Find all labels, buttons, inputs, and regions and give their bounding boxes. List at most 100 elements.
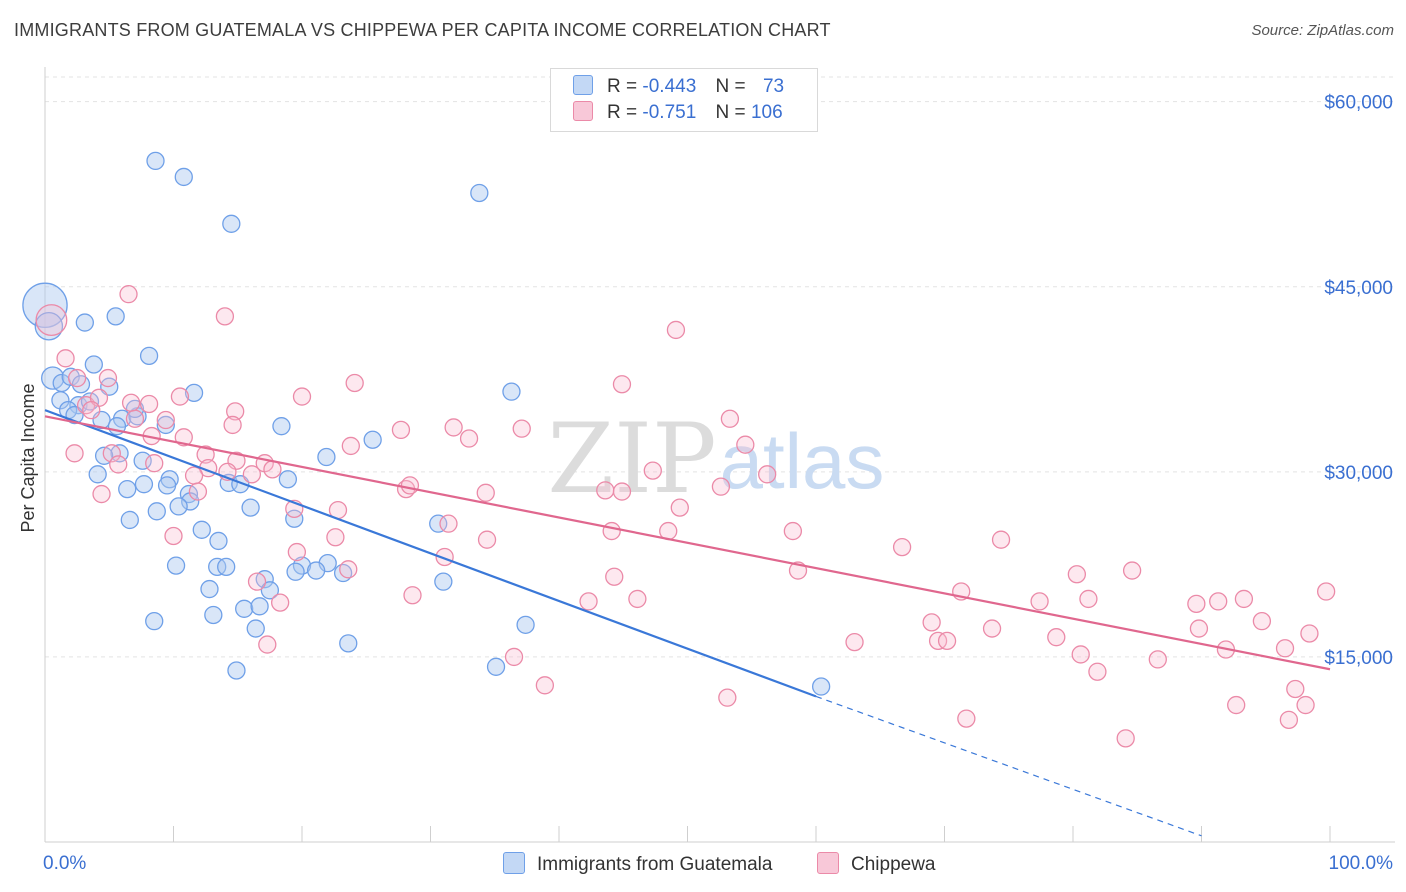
guatemala-point [811, 677, 831, 696]
chippewa-point [1148, 650, 1167, 669]
legend-row-chippewa: R = -0.751 N = 106 [573, 101, 783, 125]
chippewa-point [1088, 662, 1107, 681]
chippewa-point [605, 567, 624, 586]
watermark: ZIP atlas [547, 403, 884, 515]
chippewa-point [271, 593, 290, 612]
chippewa-point [345, 373, 364, 393]
chippewa-point [56, 349, 75, 368]
chippewa-point [937, 631, 957, 651]
chippewa-point [196, 445, 215, 464]
y-tick-label: $15,000 [1324, 648, 1393, 669]
guatemala-point [200, 579, 219, 599]
chippewa-point [156, 410, 175, 430]
legend-r-label: R = [607, 102, 638, 123]
watermark-atlas: atlas [720, 417, 885, 505]
guatemala-point [41, 366, 65, 390]
bottom-legend-swatch-guatemala [503, 852, 525, 874]
guatemala-point [486, 657, 506, 676]
guatemala-point [22, 282, 68, 329]
y-tick-label: $60,000 [1324, 93, 1393, 114]
chippewa-point [170, 387, 190, 406]
chippewa-point [121, 393, 141, 412]
guatemala-point [363, 430, 382, 449]
chippewa-point [439, 514, 458, 533]
y-tick-label: $45,000 [1324, 278, 1393, 299]
chippewa-point [957, 709, 976, 728]
legend-r-label: R = [607, 76, 638, 97]
chippewa-point [711, 477, 731, 496]
guatemala-point [61, 367, 80, 386]
gridlines [45, 76, 1395, 658]
guatemala-point [429, 514, 448, 533]
chippewa-point [98, 368, 118, 388]
chippewa-point [102, 444, 121, 463]
chippewa-point [139, 394, 159, 414]
chippewa-point [35, 304, 68, 337]
chippewa-point [1116, 729, 1135, 748]
guatemala-point [84, 355, 103, 374]
guatemala-point [166, 556, 186, 575]
chippewa-point [845, 632, 864, 652]
legend-n-value-chippewa: 106 [750, 102, 783, 123]
chippewa-point [400, 476, 420, 495]
guatemala-point [222, 214, 241, 233]
y-axis-title: Per Capita Income [18, 383, 38, 532]
guatemala-point [88, 465, 107, 484]
x-tick-label-max: 100.0% [1329, 853, 1394, 874]
guatemala-point [145, 611, 164, 631]
guatemala-point [278, 470, 298, 489]
guatemala-point [169, 497, 188, 516]
guatemala-point [184, 383, 204, 403]
legend-row-guatemala: R = -0.443 N = 73 [573, 75, 784, 99]
chippewa-point [666, 320, 686, 340]
guatemala-point [516, 615, 535, 634]
chippewa-point [184, 466, 204, 485]
bottom-legend-chippewa: Chippewa [817, 852, 936, 876]
guatemala-point [139, 346, 159, 366]
legend-n-label: N = [715, 102, 746, 123]
chippewa-point [504, 647, 524, 667]
chippewa-point [223, 415, 242, 435]
chippewa-point [670, 498, 689, 517]
series-guatemala-points [22, 151, 831, 696]
guatemala-point [157, 476, 177, 495]
chippewa-point [922, 613, 941, 632]
guatemala-point [502, 382, 521, 401]
guatemala-point [192, 520, 211, 539]
guatemala-point [470, 183, 489, 203]
guatemala-point [51, 391, 70, 410]
chippewa-point [1279, 710, 1299, 729]
chippewa-point [242, 465, 262, 484]
guatemala-point [134, 475, 154, 494]
guatemala-point [156, 415, 175, 435]
guatemala-point [241, 498, 260, 517]
guatemala-point [75, 313, 94, 332]
axes [44, 67, 1395, 843]
bottom-legend-label-guatemala: Immigrants from Guatemala [537, 854, 773, 875]
guatemala-point [106, 307, 125, 326]
chippewa-point [247, 572, 267, 591]
guatemala-point [204, 605, 223, 625]
chippewa-point [403, 586, 422, 605]
chippewa-point [1252, 611, 1272, 631]
legend-r-value-chippewa: -0.751 [642, 102, 697, 123]
chart-title: IMMIGRANTS FROM GUATEMALA VS CHIPPEWA PE… [14, 20, 831, 40]
chippewa-point [512, 419, 531, 438]
legend-n-label: N = [715, 76, 746, 97]
chippewa-point [1227, 695, 1246, 715]
chippewa-point [1189, 619, 1209, 638]
trend-line-guatemala [44, 409, 817, 698]
chippewa-point [326, 528, 345, 547]
chippewa-point [226, 402, 245, 421]
guatemala-point [246, 619, 265, 638]
guatemala-point [272, 417, 291, 436]
guatemala-point [434, 572, 453, 591]
chippewa-point [736, 435, 755, 454]
chippewa-point [892, 537, 912, 557]
chippewa-point [92, 484, 111, 504]
chippewa-point [1071, 645, 1090, 664]
chippewa-point [1296, 695, 1315, 715]
chippewa-point [1209, 592, 1228, 611]
chippewa-point [1286, 679, 1305, 699]
correlation-legend: R = -0.443 N = 73 R = -0.751 N = 106 [550, 68, 818, 132]
